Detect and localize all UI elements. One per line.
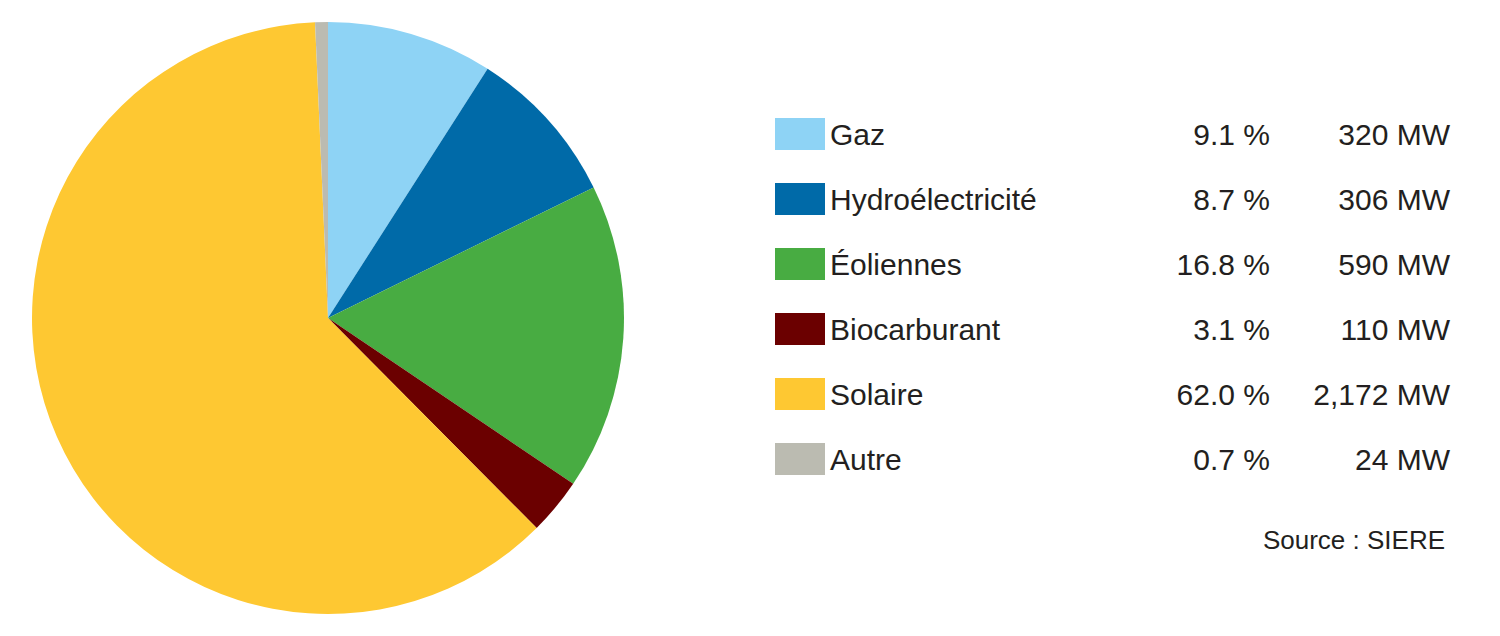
svg-text:Hydroélectricité: Hydroélectricité <box>830 183 1037 216</box>
svg-text:2,172 MW: 2,172 MW <box>1313 378 1450 411</box>
svg-text:62.0 %: 62.0 % <box>1177 378 1270 411</box>
svg-text:24 MW: 24 MW <box>1355 443 1451 476</box>
svg-text:Biocarburant: Biocarburant <box>830 313 1001 346</box>
svg-text:320 MW: 320 MW <box>1338 118 1450 151</box>
svg-text:110 MW: 110 MW <box>1341 313 1451 346</box>
svg-text:0.7 %: 0.7 % <box>1193 443 1270 476</box>
svg-text:590 MW: 590 MW <box>1338 248 1450 281</box>
svg-text:Autre: Autre <box>830 443 902 476</box>
svg-text:16.8 %: 16.8 % <box>1177 248 1270 281</box>
svg-text:Solaire: Solaire <box>830 378 923 411</box>
svg-text:Gaz: Gaz <box>830 118 885 151</box>
svg-text:Source : SIERE: Source : SIERE <box>1263 525 1445 555</box>
svg-text:Éoliennes: Éoliennes <box>830 248 962 281</box>
svg-text:9.1 %: 9.1 % <box>1193 118 1270 151</box>
svg-text:8.7 %: 8.7 % <box>1193 183 1270 216</box>
svg-text:3.1 %: 3.1 % <box>1193 313 1270 346</box>
svg-text:306 MW: 306 MW <box>1338 183 1450 216</box>
